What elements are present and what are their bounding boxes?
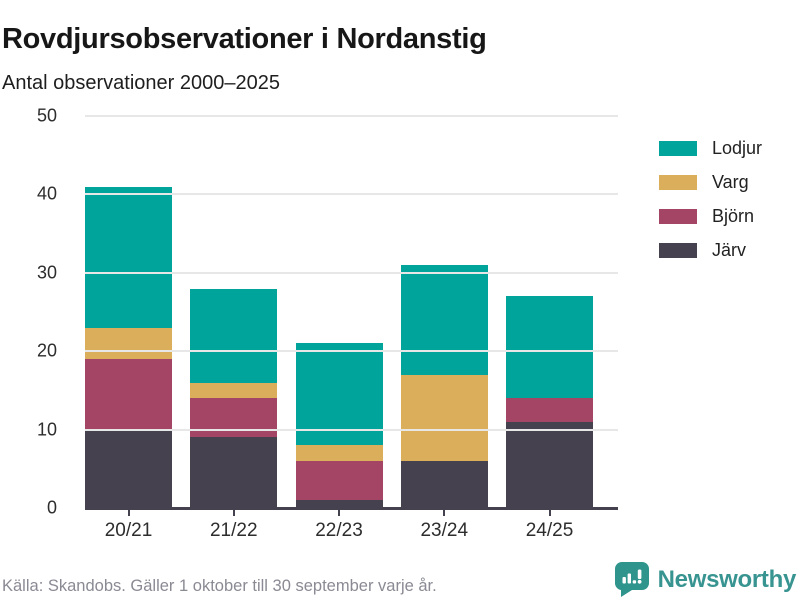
x-axis-tick xyxy=(338,510,340,516)
newsworthy-logo-icon xyxy=(614,562,649,597)
bar-segment-björn xyxy=(85,359,172,430)
gridline-y-10 xyxy=(85,428,618,431)
legend: Lodjur Varg Björn Järv xyxy=(659,138,762,261)
legend-label: Björn xyxy=(712,206,755,226)
gridline-y-40 xyxy=(85,193,618,196)
x-axis-tick xyxy=(443,510,446,516)
x-axis-tick-label: 22/23 xyxy=(315,520,363,541)
bar-segment-lodjur xyxy=(506,296,593,399)
x-axis-tick-label: 20/21 xyxy=(104,520,153,541)
bar-segment-björn xyxy=(506,398,593,422)
bars-container: 20/21 21/22 22/23 23/24 24/25 xyxy=(85,116,593,541)
bar-segment-varg xyxy=(400,374,488,461)
y-axis-tick-label: 20 xyxy=(36,340,57,361)
x-axis-tick-label: 23/24 xyxy=(420,520,469,541)
legend-item-järv: Järv xyxy=(659,240,762,261)
gridline-y-30 xyxy=(85,271,618,274)
bar-segment-lodjur xyxy=(295,343,383,446)
x-axis-tick-label: 21/22 xyxy=(209,520,258,541)
x-axis-tick xyxy=(232,510,235,516)
bar-segment-björn xyxy=(190,398,278,438)
y-axis-tick-label: 50 xyxy=(36,105,57,126)
legend-item-lodjur: Lodjur xyxy=(659,138,762,159)
legend-swatch xyxy=(659,243,697,258)
brand-footer: Newsworthy xyxy=(614,562,797,597)
legend-item-björn: Björn xyxy=(659,206,762,227)
chart-title: Rovdjursobservationer i Nordanstig xyxy=(2,23,487,56)
gridline-y-50 xyxy=(85,115,618,117)
bar-segment-lodjur xyxy=(190,288,278,383)
legend-swatch xyxy=(659,175,697,190)
bar-column-21-22: 21/22 xyxy=(190,116,278,541)
x-axis-tick-label: 24/25 xyxy=(525,520,574,541)
bar-column-24-25: 24/25 xyxy=(506,116,593,541)
y-axis-tick-label: 10 xyxy=(36,419,57,440)
bar-segment-varg xyxy=(190,382,278,399)
bar-segment-järv xyxy=(85,429,172,508)
x-axis-line xyxy=(85,507,618,510)
plot-area: 20/21 21/22 22/23 23/24 24/25 0 10 20 30 40 50 xyxy=(37,106,618,541)
bar-column-22-23: 22/23 xyxy=(295,116,383,541)
brand-wordmark: Newsworthy xyxy=(657,565,797,593)
legend-item-varg: Varg xyxy=(659,172,762,193)
bar-segment-varg xyxy=(295,445,383,461)
bar-segment-lodjur xyxy=(85,186,172,328)
gridline-y-20 xyxy=(85,350,618,353)
y-axis-tick-label: 0 xyxy=(46,497,57,518)
bar-column-20-21: 20/21 xyxy=(85,116,172,541)
bar-column-23-24: 23/24 xyxy=(400,116,488,541)
legend-swatch xyxy=(659,209,697,224)
y-axis-tick-label: 40 xyxy=(36,183,57,204)
legend-swatch xyxy=(659,141,697,156)
bar-segment-järv xyxy=(400,460,488,508)
bar-segment-björn xyxy=(295,460,383,501)
bar-segment-järv xyxy=(506,421,593,508)
bar-segment-järv xyxy=(190,437,278,508)
bar-segment-varg xyxy=(85,327,172,360)
y-axis-tick-label: 30 xyxy=(36,262,57,283)
x-axis-tick xyxy=(127,510,130,516)
legend-label: Lodjur xyxy=(712,138,763,158)
legend-label: Järv xyxy=(712,240,747,260)
source-note: Källa: Skandobs. Gäller 1 oktober till 3… xyxy=(2,577,437,595)
bar-segment-järv xyxy=(295,500,383,508)
bar-segment-lodjur xyxy=(400,264,488,375)
chart-subtitle: Antal observationer 2000–2025 xyxy=(2,72,280,94)
x-axis-tick xyxy=(548,510,551,516)
legend-label: Varg xyxy=(712,172,749,192)
